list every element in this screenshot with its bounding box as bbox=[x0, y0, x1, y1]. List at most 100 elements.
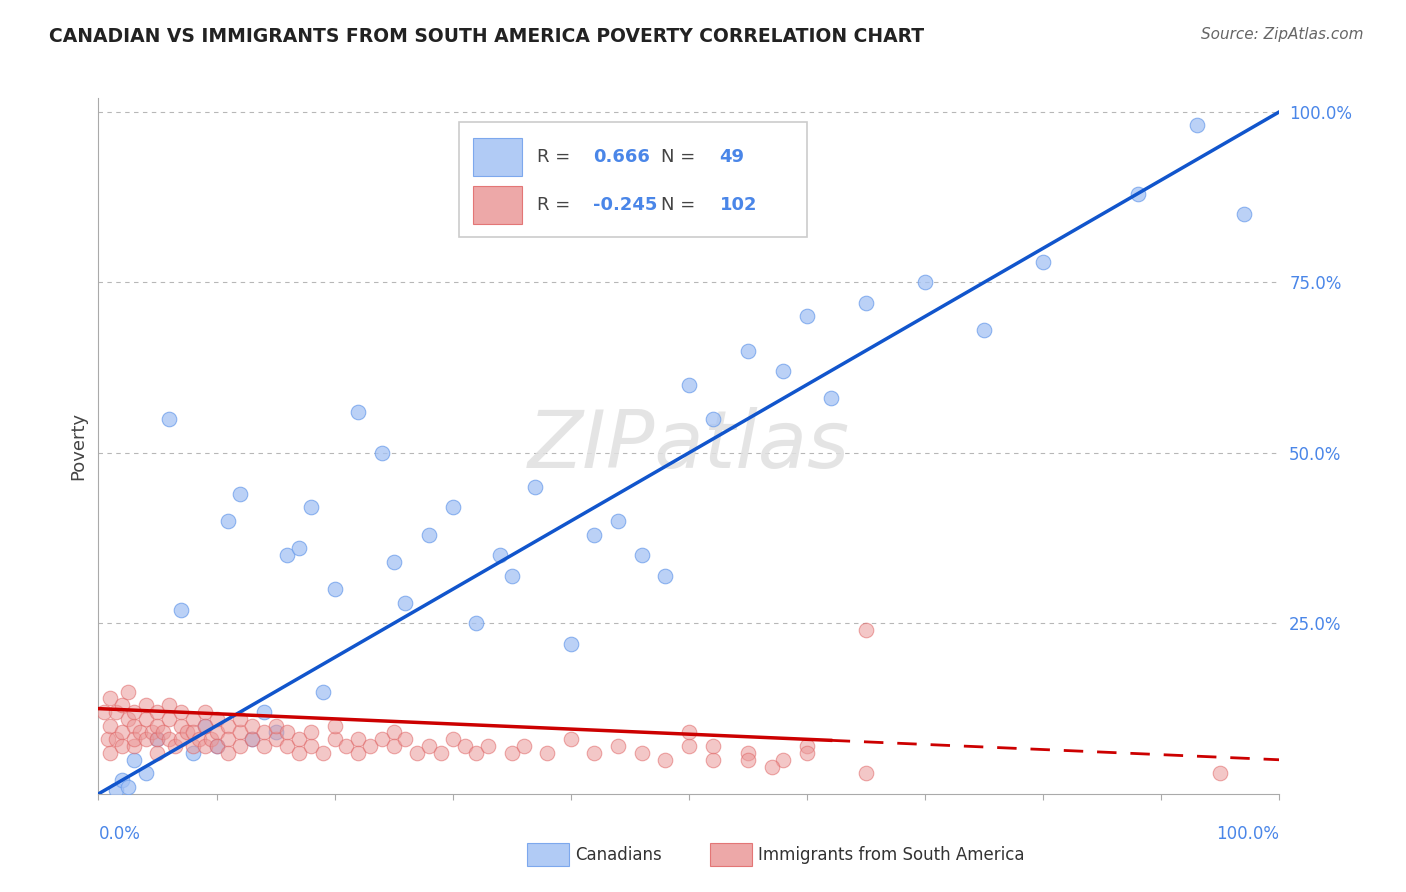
Point bbox=[205, 712, 228, 726]
Point bbox=[678, 377, 700, 392]
Point bbox=[702, 753, 724, 767]
Point bbox=[146, 732, 169, 747]
Point bbox=[264, 725, 287, 739]
Point bbox=[276, 725, 298, 739]
Point bbox=[170, 705, 193, 719]
Point bbox=[194, 705, 217, 719]
Point bbox=[607, 739, 630, 753]
Text: N =: N = bbox=[661, 148, 695, 166]
Point bbox=[583, 746, 606, 760]
Point bbox=[323, 719, 346, 733]
Point bbox=[122, 739, 145, 753]
Point bbox=[157, 732, 180, 747]
Text: 0.0%: 0.0% bbox=[98, 825, 141, 843]
Point bbox=[217, 732, 239, 747]
Point bbox=[630, 548, 652, 562]
Point bbox=[347, 405, 370, 419]
Point bbox=[165, 739, 187, 753]
Point bbox=[1185, 119, 1208, 133]
Point bbox=[141, 725, 163, 739]
Point bbox=[737, 753, 759, 767]
Point bbox=[253, 739, 276, 753]
Point bbox=[135, 732, 157, 747]
Text: R =: R = bbox=[537, 148, 569, 166]
Point bbox=[240, 719, 263, 733]
Point bbox=[501, 746, 523, 760]
Point bbox=[98, 691, 121, 706]
Text: N =: N = bbox=[661, 196, 695, 214]
Point bbox=[560, 732, 582, 747]
Point bbox=[205, 739, 228, 753]
Point bbox=[229, 725, 252, 739]
Point bbox=[288, 746, 311, 760]
Point bbox=[382, 739, 405, 753]
Text: Source: ZipAtlas.com: Source: ZipAtlas.com bbox=[1201, 27, 1364, 42]
Point bbox=[170, 732, 193, 747]
Point bbox=[194, 719, 217, 733]
Point bbox=[229, 712, 252, 726]
Point bbox=[1233, 207, 1256, 221]
Point bbox=[176, 725, 198, 739]
Point bbox=[560, 637, 582, 651]
Point bbox=[264, 719, 287, 733]
Point bbox=[855, 295, 877, 310]
Point bbox=[441, 732, 464, 747]
Text: Canadians: Canadians bbox=[575, 846, 662, 863]
Text: 0.666: 0.666 bbox=[593, 148, 650, 166]
Point bbox=[453, 739, 475, 753]
Y-axis label: Poverty: Poverty bbox=[69, 412, 87, 480]
Text: R =: R = bbox=[537, 196, 569, 214]
Text: 49: 49 bbox=[720, 148, 745, 166]
Point bbox=[105, 732, 128, 747]
Point bbox=[135, 766, 157, 780]
Point bbox=[117, 712, 139, 726]
Point bbox=[98, 719, 121, 733]
Point bbox=[181, 739, 204, 753]
Point bbox=[187, 732, 209, 747]
Point bbox=[111, 698, 134, 713]
Point bbox=[347, 732, 370, 747]
Point bbox=[335, 739, 357, 753]
Point bbox=[1209, 766, 1232, 780]
Point bbox=[288, 732, 311, 747]
Point bbox=[276, 739, 298, 753]
Point bbox=[973, 323, 995, 337]
Point bbox=[288, 541, 311, 556]
Point bbox=[135, 698, 157, 713]
Point bbox=[240, 732, 263, 747]
Text: 100.0%: 100.0% bbox=[1216, 825, 1279, 843]
Point bbox=[477, 739, 499, 753]
Point bbox=[253, 725, 276, 739]
Point bbox=[323, 732, 346, 747]
Point bbox=[217, 514, 239, 528]
Point bbox=[772, 364, 794, 378]
Point bbox=[299, 500, 322, 515]
Text: 102: 102 bbox=[720, 196, 758, 214]
Point bbox=[418, 739, 440, 753]
Point bbox=[170, 719, 193, 733]
Point bbox=[654, 753, 676, 767]
Point bbox=[117, 684, 139, 698]
Point bbox=[181, 712, 204, 726]
Point bbox=[122, 732, 145, 747]
Point bbox=[441, 500, 464, 515]
Point bbox=[122, 719, 145, 733]
Point bbox=[382, 725, 405, 739]
Point bbox=[1126, 186, 1149, 201]
Text: CANADIAN VS IMMIGRANTS FROM SOUTH AMERICA POVERTY CORRELATION CHART: CANADIAN VS IMMIGRANTS FROM SOUTH AMERIC… bbox=[49, 27, 924, 45]
Point bbox=[105, 705, 128, 719]
Point bbox=[512, 739, 534, 753]
Point bbox=[170, 603, 193, 617]
Point bbox=[465, 616, 488, 631]
Point bbox=[152, 725, 174, 739]
Point bbox=[536, 746, 558, 760]
Point bbox=[371, 732, 394, 747]
Text: -0.245: -0.245 bbox=[593, 196, 658, 214]
Point bbox=[205, 725, 228, 739]
Point bbox=[111, 773, 134, 788]
Point bbox=[229, 739, 252, 753]
Point bbox=[111, 725, 134, 739]
Point bbox=[135, 712, 157, 726]
Point bbox=[299, 725, 322, 739]
Point bbox=[146, 719, 169, 733]
